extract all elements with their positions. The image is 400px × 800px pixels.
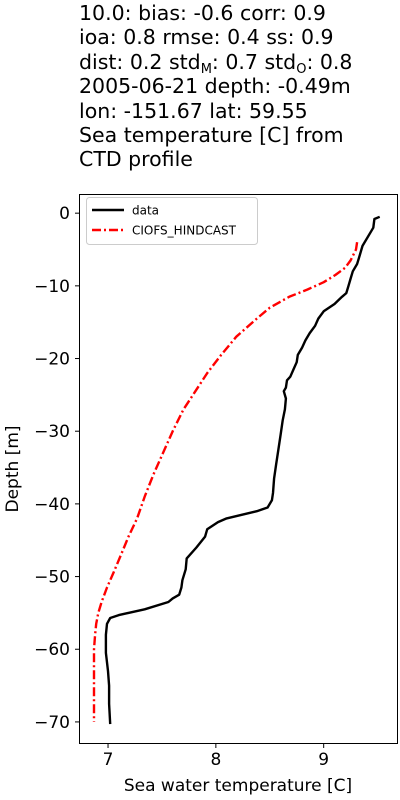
series-line-model (92, 242, 359, 722)
y-tick-label: −40 (34, 495, 70, 515)
legend: data CIOFS_HINDCAST (86, 197, 258, 245)
legend-label-data: data (132, 204, 159, 218)
y-tick-label: −10 (34, 277, 70, 297)
title-line-3-part-b: : 0.7 std (211, 49, 297, 74)
legend-label-model: CIOFS_HINDCAST (132, 224, 237, 238)
y-axis-label: Depth [m] (3, 425, 23, 512)
title-line-location: lon: -151.67 lat: 59.55 (79, 98, 308, 123)
axes-frame (79, 194, 398, 744)
ticks-layer: 7 8 9 0 −10 −20 −30 −40 −50 −60 −70 (34, 204, 329, 770)
title-line-stats-1: 10.0: bias: -0.6 corr: 0.9 (79, 1, 326, 25)
series-line-data (104, 215, 381, 725)
y-tick-label: −50 (34, 568, 70, 588)
x-axis-label: Sea water temperature [C] (124, 776, 352, 796)
title-line-3-sub-o: O (296, 61, 307, 77)
chart-title: 10.0: bias: -0.6 corr: 0.9 ioa: 0.8 rmse… (79, 1, 399, 172)
title-line-stats-2: ioa: 0.8 rmse: 0.4 ss: 0.9 (79, 25, 334, 50)
y-tick-label: 0 (59, 204, 70, 224)
x-tick-label: 8 (210, 750, 221, 770)
y-tick-label: −70 (34, 713, 70, 733)
title-line-source: CTD profile (79, 147, 193, 172)
title-line-variable: Sea temperature [C] from (79, 123, 344, 148)
y-tick-label: −30 (34, 422, 70, 442)
series-layer (92, 215, 381, 725)
legend-box (86, 197, 258, 245)
title-line-date-depth: 2005-06-21 depth: -0.49m (79, 74, 351, 99)
title-line-3-part-a: dist: 0.2 std (79, 49, 201, 74)
y-tick-label: −20 (34, 350, 70, 370)
title-line-stats-3: dist: 0.2 stdM: 0.7 stdO: 0.8 (79, 49, 399, 77)
title-line-3-part-c: : 0.8 (306, 49, 353, 74)
x-tick-label: 7 (103, 750, 114, 770)
y-tick-label: −60 (34, 640, 70, 660)
x-tick-label: 9 (318, 750, 329, 770)
title-line-3-sub-m: M (200, 61, 212, 77)
